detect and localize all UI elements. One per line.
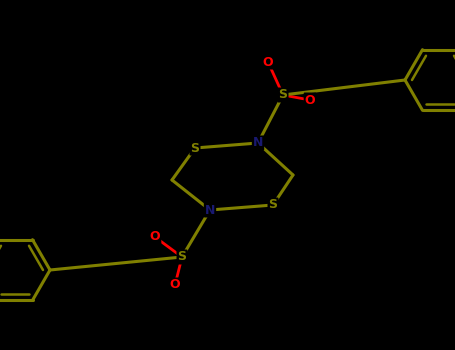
Text: N: N — [253, 136, 263, 149]
Text: S: S — [268, 198, 278, 211]
Text: O: O — [150, 231, 160, 244]
Text: S: S — [278, 89, 288, 101]
Text: N: N — [205, 203, 215, 217]
Text: S: S — [177, 251, 187, 264]
Text: O: O — [305, 93, 315, 106]
Text: S: S — [191, 141, 199, 154]
Text: O: O — [263, 56, 273, 69]
Text: O: O — [170, 279, 180, 292]
